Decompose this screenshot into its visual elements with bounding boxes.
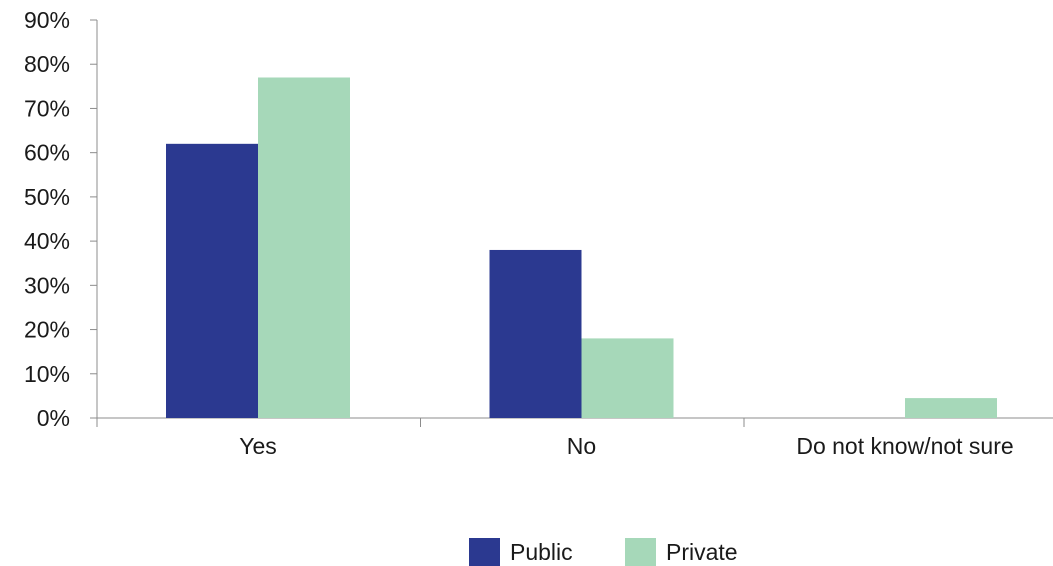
bar-public-1 [489,249,582,418]
y-tick-label: 70% [24,95,70,121]
legend: Public Private [469,538,738,566]
x-category-label: No [567,433,596,459]
y-tick-label: 40% [24,228,70,254]
x-axis: Yes No Do not know/not sure [96,417,1053,459]
bar-public-0 [166,143,258,419]
y-tick-label: 60% [24,140,70,166]
y-tick-label: 50% [24,184,70,210]
x-category-label: Do not know/not sure [796,433,1013,459]
y-tick-label: 10% [24,361,70,387]
legend-label-public: Public [510,539,573,565]
y-tick-label: 20% [24,317,70,343]
bar-private-0 [258,77,350,418]
bars [166,77,997,419]
y-tick-label: 30% [24,272,70,298]
y-tick-label: 90% [24,7,70,33]
bar-private-1 [581,338,674,418]
legend-label-private: Private [666,539,738,565]
bar-private-2 [905,398,997,418]
y-tick-label: 80% [24,51,70,77]
legend-swatch-public [469,538,500,566]
y-tick-label: 0% [37,405,70,431]
x-category-label: Yes [239,433,277,459]
legend-swatch-private [625,538,656,566]
y-axis: 0% 10% 20% 30% 40% 50% 60% 70% 80% 90% [24,7,98,431]
